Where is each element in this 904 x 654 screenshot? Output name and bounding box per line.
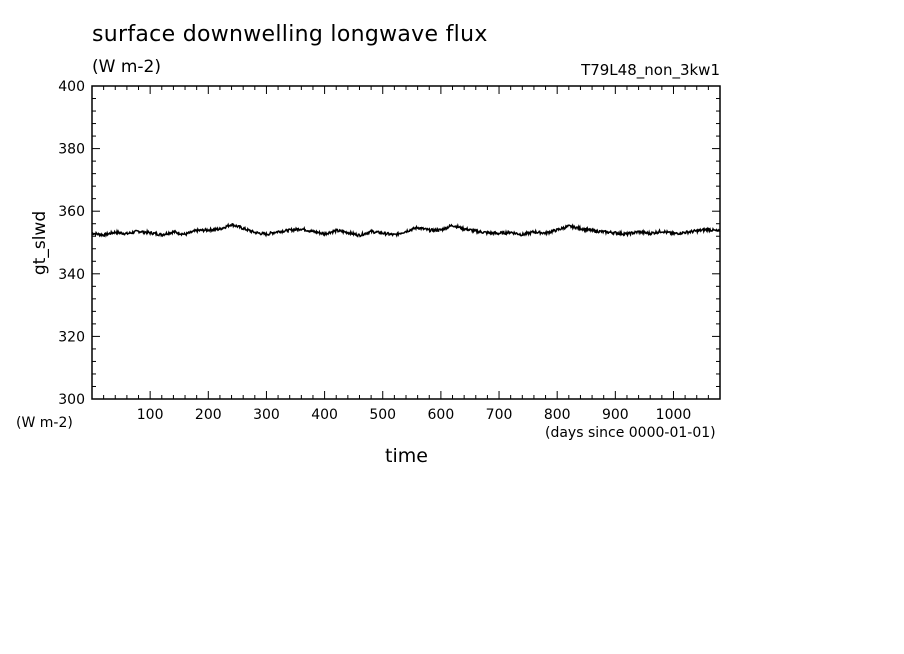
x-tick-label: 200 (195, 407, 222, 423)
axis-ticks (92, 86, 720, 399)
tick-labels: 100 200 300 400 500 600 700 800 900 1000 300 320 340… (58, 79, 691, 423)
y-tick-label: 380 (58, 142, 85, 158)
run-name-label: T79L48_non_3kw1 (581, 61, 720, 79)
x-axis-units: (days since 0000-01-01) (545, 425, 716, 441)
y-tick-label: 400 (58, 79, 85, 95)
x-tick-label: 700 (486, 407, 513, 423)
y-tick-label: 320 (58, 329, 85, 345)
x-tick-label: 600 (428, 407, 455, 423)
x-tick-label: 1000 (656, 407, 692, 423)
x-tick-label: 500 (369, 407, 396, 423)
y-tick-label: 360 (58, 204, 85, 220)
y-tick-label: 340 (58, 267, 85, 283)
x-tick-label: 800 (544, 407, 571, 423)
plot-frame (91, 85, 721, 400)
chart-title: surface downwelling longwave flux (92, 22, 488, 47)
x-tick-label: 100 (137, 407, 164, 423)
chart-units: (W m-2) (92, 57, 161, 77)
x-tick-label: 300 (253, 407, 280, 423)
y-axis-units: (W m-2) (16, 415, 73, 431)
x-axis-label: time (385, 445, 428, 467)
series-line (91, 222, 721, 238)
y-tick-label: 300 (58, 392, 85, 408)
x-tick-label: 400 (311, 407, 338, 423)
x-tick-label: 900 (602, 407, 629, 423)
